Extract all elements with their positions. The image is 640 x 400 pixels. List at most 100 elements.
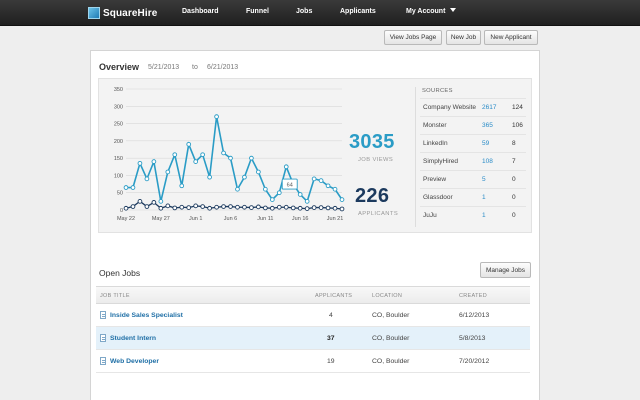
column-header-applicants[interactable]: APPLICANTS — [315, 293, 353, 299]
sources-header: SOURCES — [422, 88, 453, 94]
data-point-views — [200, 152, 205, 158]
divider — [415, 87, 416, 227]
x-tick-label: Jun 16 — [292, 216, 309, 222]
source-views[interactable]: 365 — [482, 122, 493, 129]
job-title-link[interactable]: Student Intern — [110, 335, 157, 342]
column-header-job-title[interactable]: JOB TITLE — [100, 293, 130, 299]
source-views[interactable]: 108 — [482, 158, 493, 165]
data-point-views — [144, 176, 150, 182]
data-point-views — [276, 190, 282, 196]
column-header-location[interactable]: LOCATION — [372, 293, 403, 299]
open-jobs-title: Open Jobs — [99, 268, 141, 278]
data-point-views — [228, 155, 233, 161]
nav-jobs[interactable]: Jobs — [296, 8, 313, 15]
data-point-views — [137, 160, 143, 166]
view-jobs-page-button[interactable]: View Jobs Page — [384, 30, 442, 45]
data-point-views — [130, 185, 136, 190]
data-point-views — [325, 183, 331, 189]
x-tick-label: May 22 — [117, 216, 135, 222]
y-tick-label: 250 — [114, 122, 123, 128]
data-point-applicants — [311, 205, 317, 210]
data-point-applicants — [200, 204, 205, 209]
data-point-applicants — [256, 204, 261, 210]
source-applicants: 124 — [512, 104, 523, 111]
data-point-views — [332, 186, 338, 192]
source-row: LinkedIn 59 8 — [420, 134, 526, 152]
top-navbar: SquareHire Dashboard Funnel Jobs Applica… — [0, 0, 640, 26]
source-name: Preview — [423, 176, 447, 183]
data-point-applicants — [269, 205, 275, 211]
job-created: 6/12/2013 — [459, 312, 490, 319]
source-applicants: 7 — [512, 158, 516, 165]
data-point-applicants — [207, 205, 212, 211]
source-row: JuJu 1 0 — [420, 206, 526, 224]
data-point-applicants — [172, 205, 178, 211]
overview-box: 0 50 100 150 200 250 300 350 May 22 May 27 Jun 1 Ju… — [98, 78, 532, 233]
new-applicant-button[interactable]: New Applicant — [484, 30, 538, 45]
data-point-applicants — [339, 206, 345, 212]
source-views[interactable]: 2617 — [482, 104, 497, 111]
x-tick-label: Jun 11 — [257, 216, 273, 222]
nav-funnel[interactable]: Funnel — [246, 8, 269, 15]
job-views-count: 3035 — [349, 131, 395, 153]
x-tick-label: Jun 1 — [189, 216, 202, 222]
job-applicants: 19 — [327, 358, 335, 365]
new-job-button[interactable]: New Job — [446, 30, 481, 45]
y-tick-label: 350 — [114, 87, 123, 93]
job-created: 7/20/2012 — [459, 358, 490, 365]
y-tick-label: 150 — [114, 156, 123, 162]
applicants-label: APPLICANTS — [358, 211, 399, 217]
data-point-views — [214, 114, 219, 120]
table-row[interactable]: Student Intern 37 CO, Boulder 5/8/2013 — [96, 327, 530, 350]
data-point-applicants — [276, 204, 282, 210]
y-tick-label: 0 — [120, 208, 123, 214]
data-point-applicants — [214, 204, 219, 210]
data-point-applicants — [290, 205, 296, 211]
manage-jobs-button[interactable]: Manage Jobs — [480, 262, 531, 278]
source-views[interactable]: 59 — [482, 140, 490, 147]
source-row: Preview 5 0 — [420, 170, 526, 188]
data-point-views — [311, 176, 317, 182]
source-applicants: 0 — [512, 176, 516, 183]
table-row[interactable]: Inside Sales Specialist 4 CO, Boulder 6/… — [96, 304, 530, 327]
logo[interactable]: SquareHire — [88, 6, 157, 20]
data-point-applicants — [228, 204, 233, 209]
data-point-applicants — [158, 205, 164, 211]
source-applicants: 0 — [512, 212, 516, 219]
source-views[interactable]: 1 — [482, 194, 486, 201]
main-panel: Overview 5/21/2013 to 6/21/2013 0 50 100 15… — [90, 50, 540, 400]
x-tick-label: Jun 6 — [224, 216, 237, 222]
series-line-views — [126, 116, 343, 203]
column-header-created[interactable]: CREATED — [459, 293, 487, 299]
data-point-views — [221, 150, 226, 156]
data-point-applicants — [123, 205, 129, 211]
data-point-applicants — [165, 203, 171, 209]
x-tick-label: May 27 — [152, 216, 170, 222]
nav-my-account[interactable]: My Account — [406, 8, 457, 15]
data-point-applicants — [144, 204, 150, 209]
y-tick-label: 200 — [114, 139, 123, 145]
data-point-views — [165, 169, 171, 175]
data-point-views — [207, 174, 212, 180]
data-point-applicants — [283, 204, 289, 210]
source-name: SimplyHired — [423, 158, 459, 165]
data-point-views — [297, 192, 303, 197]
source-row: Company Website 2617 124 — [420, 98, 526, 116]
nav-applicants[interactable]: Applicants — [340, 8, 376, 15]
caret-down-icon — [450, 8, 457, 12]
data-point-applicants — [130, 204, 136, 209]
date-to[interactable]: 6/21/2013 — [207, 64, 239, 71]
source-views[interactable]: 5 — [482, 176, 486, 183]
data-point-views — [283, 164, 289, 170]
source-views[interactable]: 1 — [482, 212, 486, 219]
date-from[interactable]: 5/21/2013 — [148, 64, 180, 71]
nav-dashboard[interactable]: Dashboard — [182, 8, 219, 15]
applicants-count: 226 — [355, 185, 390, 207]
job-title-link[interactable]: Inside Sales Specialist — [110, 312, 183, 319]
data-point-views — [263, 186, 268, 192]
data-point-applicants — [137, 199, 143, 204]
job-title-link[interactable]: Web Developer — [110, 358, 159, 365]
nav-my-account-label: My Account — [406, 8, 446, 15]
job-views-label: JOB VIEWS — [358, 157, 394, 163]
table-row[interactable]: Web Developer 19 CO, Boulder 7/20/2012 — [96, 350, 530, 373]
